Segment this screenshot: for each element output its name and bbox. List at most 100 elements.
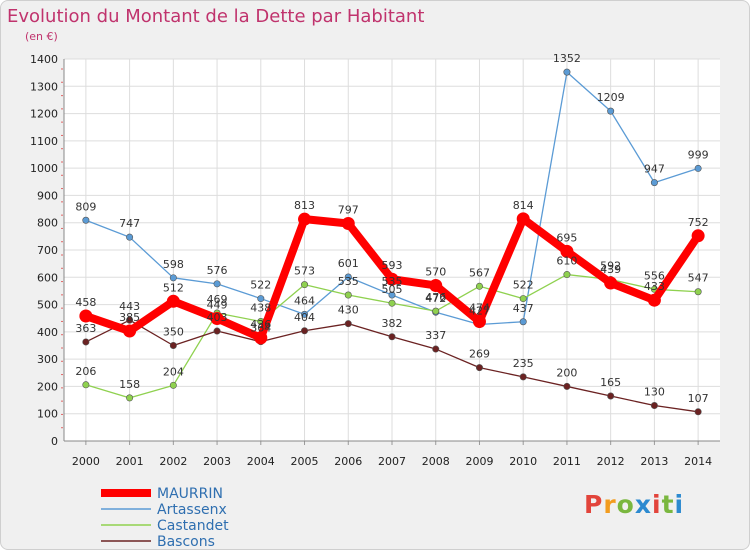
data-point-bascons: [213, 327, 221, 335]
data-label-castandet: 573: [294, 265, 315, 278]
x-tick-label: 2007: [378, 455, 406, 468]
data-point-maurrin: [166, 294, 180, 308]
data-point-maurrin: [123, 324, 137, 338]
data-point-artassenx: [213, 280, 221, 288]
logo-letter: P: [584, 490, 604, 519]
data-label-artassenx: 598: [163, 258, 184, 271]
data-point-maurrin: [341, 217, 355, 231]
x-tick-label: 2008: [422, 455, 450, 468]
y-tick-label: 400: [37, 326, 58, 339]
data-label-maurrin: 433: [644, 280, 665, 293]
x-tick-label: 2011: [553, 455, 581, 468]
logo-letter: o: [616, 490, 635, 519]
data-label-bascons: 364: [250, 322, 271, 335]
data-label-bascons: 337: [425, 329, 446, 342]
data-point-castandet: [475, 282, 483, 290]
data-point-maurrin: [516, 212, 530, 226]
data-label-castandet: 438: [250, 301, 271, 314]
legend-label: Artassenx: [157, 502, 227, 518]
data-point-maurrin: [79, 309, 93, 323]
data-point-bascons: [169, 341, 177, 349]
data-point-bascons: [607, 392, 615, 400]
logo-letter: i: [652, 490, 662, 519]
y-tick-label: 700: [37, 244, 58, 257]
data-point-bascons: [519, 373, 527, 381]
data-label-bascons: 404: [294, 311, 315, 324]
data-label-bascons: 350: [163, 326, 184, 339]
data-label-maurrin: 752: [688, 216, 709, 229]
y-tick-label: 900: [37, 189, 58, 202]
x-tick-label: 2004: [247, 455, 275, 468]
data-point-maurrin: [604, 276, 618, 290]
data-label-maurrin: 385: [119, 311, 140, 324]
data-point-bascons: [432, 345, 440, 353]
data-label-maurrin: 474: [469, 301, 490, 314]
chart-title: Evolution du Montant de la Dette par Hab…: [7, 6, 425, 27]
y-tick-label: 0: [51, 435, 58, 448]
data-label-bascons: 269: [469, 348, 490, 361]
data-label-maurrin: 814: [513, 199, 534, 212]
data-label-artassenx: 1352: [553, 52, 581, 65]
data-label-maurrin: 813: [294, 199, 315, 212]
data-point-maurrin: [210, 311, 224, 325]
data-label-maurrin: 439: [600, 263, 621, 276]
data-label-castandet: 522: [513, 279, 534, 292]
data-label-artassenx: 437: [513, 302, 534, 315]
data-point-maurrin: [472, 314, 486, 328]
data-label-artassenx: 1209: [597, 91, 625, 104]
data-point-castandet: [432, 307, 440, 315]
data-point-artassenx: [388, 291, 396, 299]
x-tick-label: 2009: [465, 455, 493, 468]
data-point-bascons: [301, 327, 309, 335]
data-point-artassenx: [126, 233, 134, 241]
data-point-maurrin: [691, 229, 705, 243]
x-tick-label: 2003: [203, 455, 231, 468]
data-point-bascons: [126, 316, 134, 324]
data-label-artassenx: 535: [382, 275, 403, 288]
data-label-maurrin: 593: [382, 259, 403, 272]
data-label-artassenx: 464: [294, 294, 315, 307]
data-label-castandet: 567: [469, 266, 490, 279]
data-label-artassenx: 472: [425, 292, 446, 305]
data-label-castandet: 204: [163, 365, 184, 378]
data-point-castandet: [694, 288, 702, 296]
y-tick-label: 500: [37, 299, 58, 312]
data-point-maurrin: [298, 212, 312, 226]
data-label-bascons: 403: [207, 311, 228, 324]
data-point-castandet: [388, 299, 396, 307]
data-label-bascons: 107: [688, 392, 709, 405]
data-label-bascons: 430: [338, 304, 359, 317]
proxiti-logo: Proxiti: [584, 490, 684, 519]
data-label-bascons: 235: [513, 357, 534, 370]
legend-label: Castandet: [157, 518, 229, 534]
data-label-castandet: 469: [207, 293, 228, 306]
data-point-castandet: [301, 281, 309, 289]
data-point-bascons: [82, 338, 90, 346]
logo-letter: x: [634, 490, 652, 519]
data-label-maurrin: 695: [556, 231, 577, 244]
data-label-maurrin: 458: [75, 296, 96, 309]
x-tick-label: 2002: [159, 455, 187, 468]
data-point-artassenx: [169, 274, 177, 282]
y-tick-label: 800: [37, 217, 58, 230]
y-tick-label: 1300: [30, 80, 58, 93]
data-point-bascons: [694, 408, 702, 416]
x-tick-label: 2012: [597, 455, 625, 468]
legend-label: Bascons: [157, 534, 215, 549]
data-label-artassenx: 947: [644, 163, 665, 176]
data-point-artassenx: [344, 273, 352, 281]
data-label-castandet: 592: [600, 259, 621, 272]
chart-subtitle: (en €): [25, 30, 58, 43]
data-point-bascons: [344, 320, 352, 328]
data-point-castandet: [344, 291, 352, 299]
x-tick-label: 2001: [116, 455, 144, 468]
y-tick-label: 1200: [30, 108, 58, 121]
logo-letter: t: [661, 490, 675, 519]
data-label-castandet: 556: [644, 269, 665, 282]
y-tick-label: 100: [37, 408, 58, 421]
data-point-artassenx: [607, 107, 615, 115]
data-label-artassenx: 576: [207, 264, 228, 277]
x-tick-label: 2006: [334, 455, 362, 468]
